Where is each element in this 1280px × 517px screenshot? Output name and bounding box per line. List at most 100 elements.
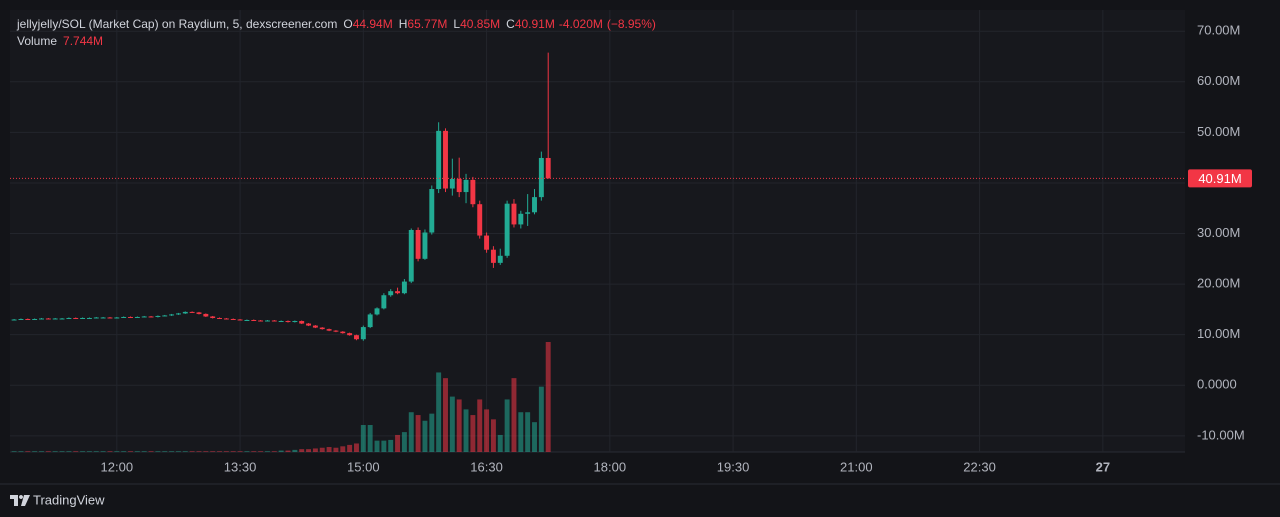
y-tick-label: 50.00M	[1197, 124, 1240, 139]
logo-mark	[10, 495, 30, 506]
candle-body	[32, 318, 38, 320]
volume-bar	[538, 386, 544, 452]
legend-key: O	[343, 17, 353, 31]
candle-body	[388, 291, 394, 296]
candle-body	[470, 179, 476, 205]
candle-body	[532, 197, 537, 213]
y-tick-label: 0.0000	[1197, 377, 1237, 392]
x-tick-label: 21:00	[840, 459, 873, 474]
volume-bar	[354, 443, 359, 452]
volume-bar	[11, 451, 17, 452]
y-tick-label: 70.00M	[1197, 23, 1240, 38]
x-tick-label: 12:00	[101, 459, 134, 474]
legend-key: C	[506, 17, 515, 31]
volume-bar	[59, 451, 65, 452]
volume-bar	[175, 451, 181, 452]
volume-bar	[107, 451, 113, 452]
candles	[11, 52, 551, 341]
legend-value: 44.94M	[352, 17, 393, 31]
candle-body	[395, 291, 401, 294]
volume-bar	[100, 451, 106, 452]
volume-bar	[86, 451, 92, 452]
candle-body	[429, 189, 435, 233]
candle-body	[367, 314, 373, 328]
volume-bar	[285, 450, 291, 452]
candle-body	[381, 295, 387, 309]
candle-body	[340, 331, 346, 334]
candle-body	[223, 318, 229, 320]
volume-bar	[347, 444, 353, 452]
volume-bar	[155, 451, 161, 452]
y-tick-label: -10.00M	[1197, 427, 1245, 442]
candle-body	[264, 320, 270, 322]
candle-body	[45, 318, 51, 320]
volume-bar	[93, 451, 99, 452]
volume-bar	[121, 451, 127, 452]
legend: jellyjelly/SOL (Market Cap) on Raydium, …	[17, 16, 656, 50]
candle-body	[18, 318, 24, 320]
volume-bar	[141, 451, 147, 452]
candle-body	[175, 313, 181, 315]
volume-bar	[258, 451, 264, 452]
volume-bar	[80, 451, 86, 452]
volume-bar	[545, 342, 551, 452]
legend-row: Volume 7.744M	[17, 33, 656, 50]
candle-body	[312, 325, 318, 328]
candle-body	[374, 308, 380, 315]
x-tick-label: 15:00	[347, 459, 380, 474]
volume-bar	[210, 451, 216, 452]
candle-body	[155, 315, 161, 317]
candle-body	[360, 327, 366, 340]
volume-bar	[203, 451, 209, 452]
candle-body	[456, 178, 462, 193]
candle-body	[203, 313, 209, 317]
volume-bar	[128, 451, 133, 452]
candle-body	[148, 316, 154, 318]
candle-body	[100, 317, 106, 319]
volume-bar	[484, 409, 490, 452]
candle-body	[443, 130, 448, 189]
volume-bar	[271, 451, 277, 452]
volume-bar	[333, 447, 339, 452]
volume-bar	[374, 440, 380, 452]
y-tick-label: 10.00M	[1197, 326, 1240, 341]
x-tick-label: 13:30	[224, 459, 257, 474]
candle-body	[25, 318, 31, 320]
candle-body	[306, 323, 312, 326]
y-tick-label: 30.00M	[1197, 225, 1240, 240]
volume-bar	[518, 412, 524, 452]
volume-bar	[497, 434, 503, 452]
volume-bar	[326, 447, 332, 452]
volume-bar	[278, 450, 284, 452]
volume-bar	[504, 399, 510, 452]
y-tick-label: 60.00M	[1197, 73, 1240, 88]
candle-body	[354, 335, 359, 340]
candle-body	[497, 255, 503, 263]
candle-body	[86, 317, 92, 319]
volume-bar	[360, 425, 366, 452]
candle-body	[299, 321, 305, 324]
volume-bar	[415, 415, 421, 452]
volume-bar	[66, 451, 72, 452]
x-tick-label: 18:00	[594, 459, 627, 474]
volume-bar	[196, 451, 202, 452]
candle-body	[518, 213, 524, 225]
candle-body	[39, 318, 44, 320]
volume-bar	[251, 451, 257, 452]
candle-body	[333, 330, 339, 332]
volume-bar	[45, 451, 51, 452]
volume-bar	[449, 396, 455, 452]
volume-bar	[244, 451, 250, 452]
candle-body	[490, 249, 496, 263]
candle-body	[66, 317, 72, 319]
volume-bar	[299, 449, 305, 452]
volume-bar	[477, 399, 483, 452]
volume-bar	[319, 447, 325, 452]
legend-value: 65.77M	[407, 17, 448, 31]
y-tick-label: 20.00M	[1197, 276, 1240, 291]
attribution: TradingView	[33, 492, 105, 507]
candle-body	[422, 232, 428, 259]
volume-bar	[217, 451, 222, 452]
